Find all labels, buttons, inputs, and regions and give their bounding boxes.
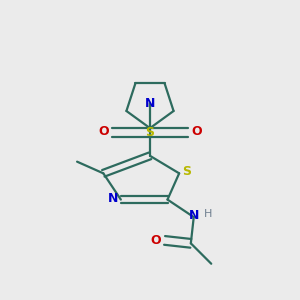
Text: N: N	[145, 97, 155, 110]
Text: H: H	[204, 208, 212, 219]
Text: N: N	[108, 192, 119, 205]
Text: S: S	[182, 165, 191, 178]
Text: O: O	[151, 234, 161, 247]
Text: O: O	[191, 125, 202, 138]
Text: N: N	[189, 209, 199, 222]
Text: O: O	[98, 125, 109, 138]
Text: S: S	[146, 126, 154, 139]
